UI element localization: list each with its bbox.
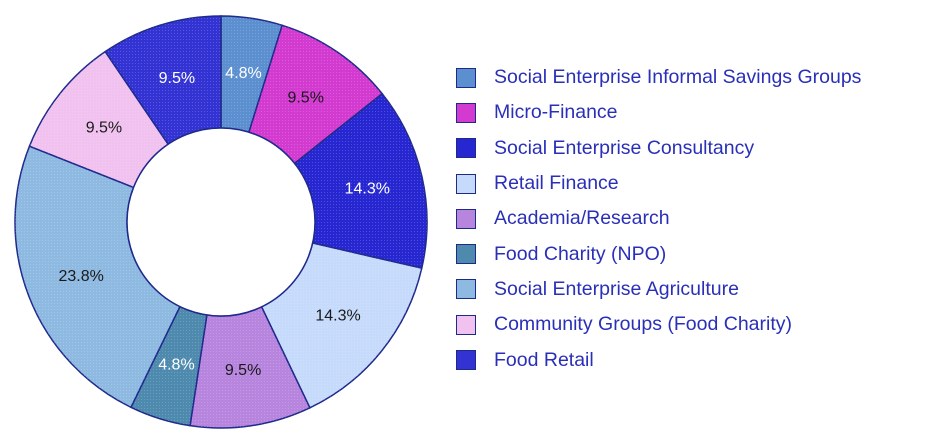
legend-label-2: Social Enterprise Consultancy: [494, 136, 755, 159]
legend-label-4: Academia/Research: [494, 207, 670, 230]
legend-item-6: Social Enterprise Agriculture: [456, 272, 931, 307]
donut-hole: [126, 127, 316, 317]
legend-label-7: Community Groups (Food Charity): [494, 313, 793, 336]
slice-label-2: 14.3%: [345, 180, 390, 197]
legend-item-0: Social Enterprise Informal Savings Group…: [456, 60, 931, 95]
legend-swatch-6: [456, 279, 476, 300]
slice-label-1: 9.5%: [287, 90, 323, 107]
legend-item-1: Micro-Finance: [456, 95, 931, 130]
slice-label-4: 9.5%: [225, 362, 261, 379]
slice-texture-2: [294, 93, 427, 269]
legend-label-8: Food Retail: [494, 348, 594, 371]
slice-label-8: 9.5%: [159, 70, 195, 87]
legend-label-5: Food Charity (NPO): [494, 242, 667, 265]
slice-texture-5: [130, 306, 207, 426]
slice-label-5: 4.8%: [158, 357, 194, 374]
legend-label-3: Retail Finance: [494, 172, 619, 195]
legend-swatch-3: [456, 173, 476, 194]
slice-label-7: 9.5%: [86, 120, 122, 137]
slice-texture-6: [15, 146, 180, 408]
legend-item-5: Food Charity (NPO): [456, 236, 931, 271]
legend-swatch-4: [456, 208, 476, 229]
slice-texture-4: [190, 306, 310, 428]
legend-item-2: Social Enterprise Consultancy: [456, 131, 931, 166]
legend-swatch-0: [456, 67, 476, 88]
legend-item-3: Retail Finance: [456, 166, 931, 201]
legend-item-8: Food Retail: [456, 342, 931, 377]
chart-legend: Social Enterprise Informal Savings Group…: [456, 60, 931, 378]
legend-swatch-2: [456, 138, 476, 159]
slice-label-6: 23.8%: [59, 268, 104, 285]
slice-texture-3: [261, 243, 422, 408]
slice-texture-1: [248, 25, 383, 164]
slice-label-3: 14.3%: [315, 307, 360, 324]
legend-label-0: Social Enterprise Informal Savings Group…: [494, 66, 862, 89]
slice-label-0: 4.8%: [225, 65, 261, 82]
legend-label-1: Micro-Finance: [494, 101, 618, 124]
legend-label-6: Social Enterprise Agriculture: [494, 277, 739, 300]
legend-swatch-5: [456, 244, 476, 265]
legend-swatch-1: [456, 102, 476, 123]
slice-texture-7: [29, 51, 169, 188]
legend-item-7: Community Groups (Food Charity): [456, 307, 931, 342]
slice-texture-0: [221, 16, 283, 133]
legend-swatch-7: [456, 314, 476, 335]
slice-texture-8: [105, 15, 221, 145]
legend-swatch-8: [456, 350, 476, 371]
legend-item-4: Academia/Research: [456, 201, 931, 236]
